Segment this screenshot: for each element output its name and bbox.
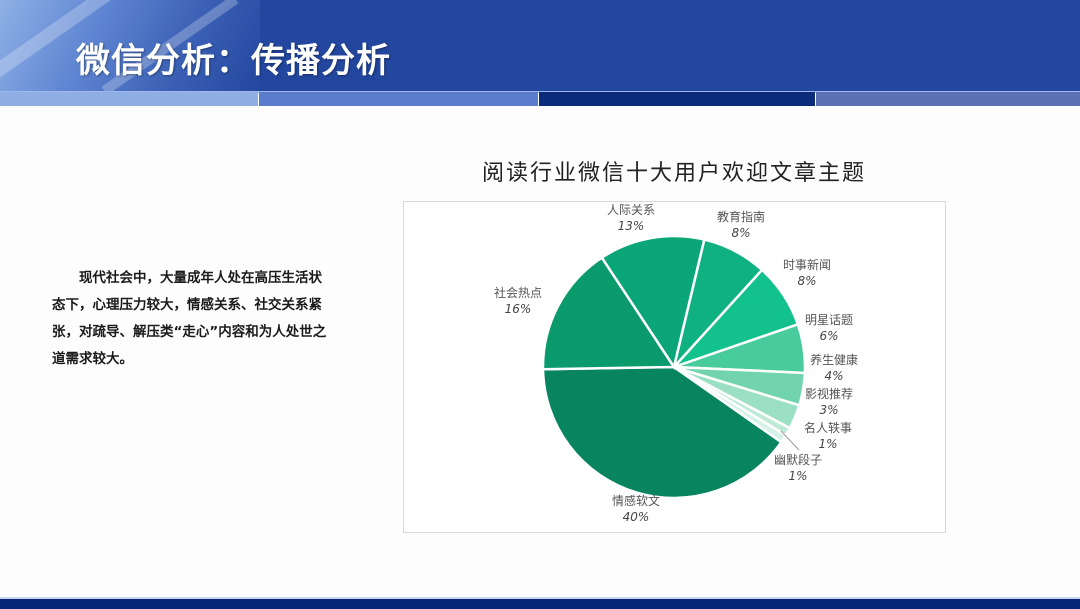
header-bar-segment: [0, 92, 258, 106]
slide-footer-bar: [0, 597, 1080, 609]
description-text: 现代社会中，大量成年人处在高压生活状态下，心理压力较大，情感关系、社交关系紧张，…: [52, 270, 327, 367]
slice-label: 人际关系: [607, 203, 655, 217]
slice-label: 名人轶事: [804, 420, 852, 435]
header-bar-segment: [539, 92, 815, 106]
pie-slice-9: [673, 365, 788, 444]
slice-label: 幽默段子: [774, 452, 822, 467]
pie-slice-2: [600, 234, 706, 371]
slice-label: 教育指南: [717, 209, 765, 224]
slice-label: 社会热点: [494, 285, 542, 300]
leader-line: [780, 430, 800, 451]
slice-label: 养生健康: [810, 352, 858, 367]
slice-percent: 40%: [623, 510, 650, 524]
page-title: 微信分析：传播分析: [76, 41, 391, 81]
slice-label: 明星话题: [805, 313, 853, 327]
slice-percent: 13%: [618, 219, 645, 233]
slice-percent: 8%: [731, 226, 750, 240]
slice-label: 影视推荐: [805, 386, 853, 401]
slice-percent: 3%: [819, 403, 838, 417]
header-decoration-image: [0, 0, 260, 92]
slice-percent: 1%: [818, 437, 837, 451]
slice-percent: 16%: [505, 302, 532, 316]
pie-slice-1: [541, 255, 677, 371]
chart-title: 阅读行业微信十大用户欢迎文章主题: [481, 161, 866, 186]
pie-slice-0: [541, 365, 784, 500]
slice-percent: 1%: [788, 469, 807, 483]
slice-percent: 6%: [819, 329, 838, 343]
slice-label: 情感软文: [612, 493, 660, 508]
header-bar-segment: [816, 92, 1080, 106]
header-bar-segment: [259, 92, 538, 106]
slice-percent: 8%: [797, 274, 816, 288]
slice-percent: 4%: [824, 369, 843, 383]
slice-label: 时事新闻: [783, 257, 831, 272]
slide-header: 微信分析：传播分析: [0, 0, 1080, 92]
